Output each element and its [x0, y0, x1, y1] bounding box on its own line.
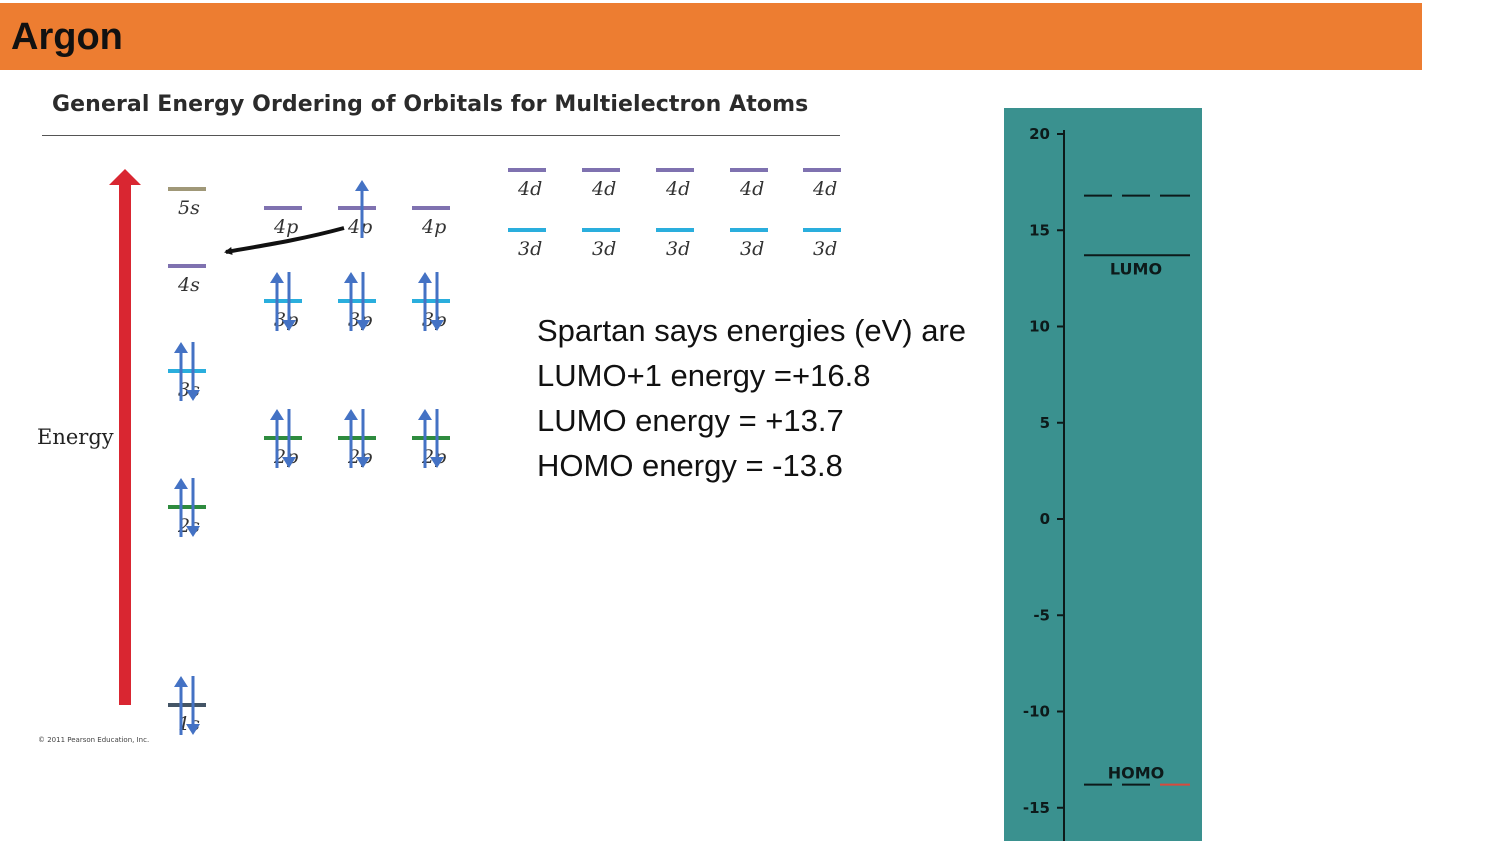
title-rule — [42, 135, 840, 136]
spin-down-arrow-head — [186, 526, 200, 537]
spartan-line: Spartan says energies (eV) are — [537, 313, 967, 348]
orbital-label: 3d — [518, 238, 542, 260]
y-tick-label: -5 — [1033, 606, 1050, 624]
orbital-level — [730, 168, 768, 172]
orbital-level — [730, 228, 768, 232]
spin-up-arrow-head — [418, 409, 432, 420]
spin-down-arrow-head — [282, 320, 296, 331]
orbital-level — [168, 264, 206, 268]
spin-down-arrow-head — [186, 390, 200, 401]
spin-up-arrow-head — [270, 272, 284, 283]
y-tick-label: 5 — [1040, 414, 1050, 432]
orbital-level — [803, 168, 841, 172]
spin-up-arrow-head — [174, 342, 188, 353]
orbital-level — [656, 228, 694, 232]
spartan-line: HOMO energy = -13.8 — [537, 448, 843, 483]
energy-arrow-head — [109, 169, 141, 185]
spin-up-arrow-head — [344, 272, 358, 283]
y-tick-label: 0 — [1040, 510, 1050, 528]
orbital-level — [338, 299, 376, 303]
spin-up-arrow-head — [174, 478, 188, 489]
orbital-label: 3d — [740, 238, 764, 260]
y-tick-label: 10 — [1029, 318, 1050, 336]
energy-axis-label: Energy — [37, 425, 114, 449]
orbital-label: 4d — [739, 178, 764, 200]
energy-arrow-shaft — [119, 182, 131, 705]
title-banner: Argon — [0, 3, 1422, 70]
spin-down-arrow-head — [356, 457, 370, 468]
orbital-level — [168, 369, 206, 373]
orbital-level — [412, 206, 450, 210]
spin-up-arrow-head — [355, 180, 369, 191]
orbital-label: 4p — [347, 216, 372, 238]
orbital-level — [264, 206, 302, 210]
orbital-diagram: 1s2s2p2p2p3s3p3p3p4s4p4p4p5s3d3d3d3d3d4d… — [168, 168, 841, 735]
orbital-label: 5s — [178, 197, 200, 219]
spin-up-arrow-head — [418, 272, 432, 283]
orbital-level — [338, 436, 376, 440]
y-tick-label: -10 — [1023, 703, 1050, 721]
y-tick-label: -15 — [1023, 799, 1050, 817]
lumo-label: LUMO — [1110, 259, 1162, 278]
orbital-label: 4p — [421, 216, 446, 238]
energy-panel-plot: 20 15 10 5 0 -5 -10 -15 LUMO HOMO — [1023, 125, 1190, 841]
spin-up-arrow-head — [344, 409, 358, 420]
orbital-label: 4p — [273, 216, 298, 238]
orbital-label: 3d — [592, 238, 616, 260]
orbital-level — [412, 299, 450, 303]
orbital-label: 4d — [665, 178, 690, 200]
spin-down-arrow-head — [430, 457, 444, 468]
orbital-label: 3d — [666, 238, 690, 260]
orbital-level — [264, 299, 302, 303]
orbital-label: 4s — [177, 274, 200, 296]
orbital-level — [264, 436, 302, 440]
orbital-level — [168, 187, 206, 191]
energy-panel: 20 15 10 5 0 -5 -10 -15 LUMO HOMO — [1004, 108, 1202, 841]
orbital-label: 4d — [812, 178, 837, 200]
copyright-note: © 2011 Pearson Education, Inc. — [38, 736, 150, 744]
y-tick-label: 15 — [1029, 221, 1050, 239]
orbital-level — [168, 703, 206, 707]
spin-up-arrow-head — [270, 409, 284, 420]
y-tick-label: 20 — [1029, 125, 1050, 143]
orbital-level — [656, 168, 694, 172]
spartan-line: LUMO+1 energy =+16.8 — [537, 358, 871, 393]
orbital-level — [582, 168, 620, 172]
orbital-label: 3d — [813, 238, 837, 260]
orbital-level — [168, 505, 206, 509]
excitation-arrow — [224, 226, 345, 255]
orbital-level — [803, 228, 841, 232]
orbital-level — [582, 228, 620, 232]
spartan-note: Spartan says energies (eV) are LUMO+1 en… — [537, 308, 966, 488]
orbital-level — [508, 168, 546, 172]
spartan-line: LUMO energy = +13.7 — [537, 403, 844, 438]
orbital-label: 4d — [591, 178, 616, 200]
spin-down-arrow-head — [430, 320, 444, 331]
spin-down-arrow-head — [282, 457, 296, 468]
diagram-title: General Energy Ordering of Orbitals for … — [52, 92, 809, 117]
orbital-level — [412, 436, 450, 440]
homo-label: HOMO — [1108, 764, 1165, 783]
spin-down-arrow-head — [356, 320, 370, 331]
orbital-label: 4d — [517, 178, 542, 200]
orbital-level — [508, 228, 546, 232]
spin-up-arrow-head — [174, 676, 188, 687]
slide-title: Argon — [11, 16, 123, 58]
spin-down-arrow-head — [186, 724, 200, 735]
orbital-level — [338, 206, 376, 210]
